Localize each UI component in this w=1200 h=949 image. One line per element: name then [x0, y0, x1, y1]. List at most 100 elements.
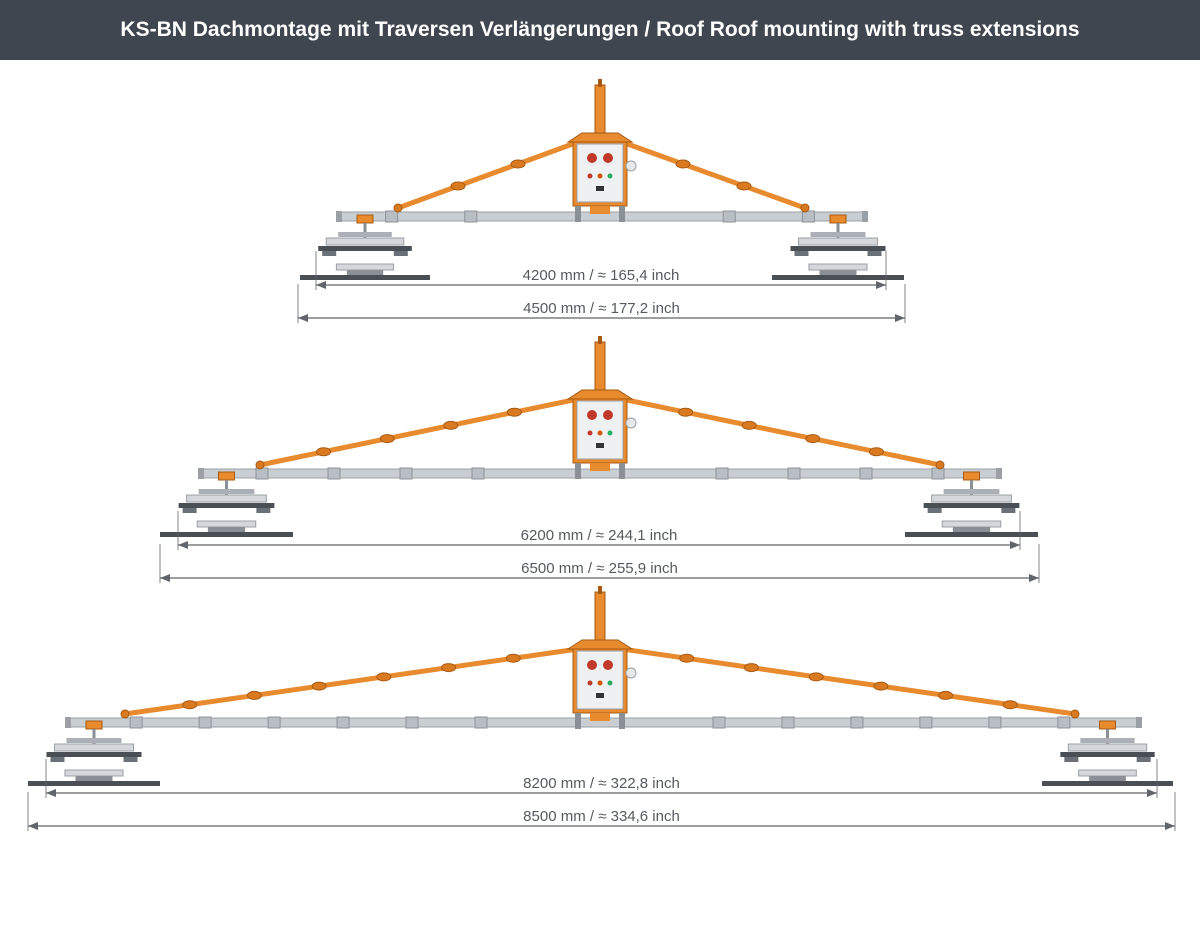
- strut-coupling-right: [678, 407, 694, 417]
- lifting-column: [594, 591, 606, 641]
- beam-joint-left: [405, 716, 419, 729]
- left-pad-frame-upper: [325, 237, 405, 246]
- left-pad-bracket-lower: [207, 527, 246, 532]
- strut-coupling-right: [675, 159, 691, 169]
- left-suction-pad-upper: [318, 246, 412, 251]
- page-title: KS-BN Dachmontage mit Traversen Verlänge…: [0, 0, 1200, 60]
- beam-joint-left: [129, 716, 143, 729]
- strut-coupling-left: [505, 653, 521, 663]
- strut-coupling-right: [873, 681, 889, 691]
- left-suction-pad-lower: [28, 781, 160, 786]
- control-box: [576, 400, 624, 460]
- strut-coupling-left: [443, 420, 459, 430]
- right-suction-pad-lower: [772, 275, 904, 280]
- strut-foot-right: [800, 203, 810, 213]
- valve-icon: [625, 667, 637, 679]
- left-pad-bracket-upper: [198, 489, 255, 494]
- outer-dimension-label: 8500 mm / ≈ 334,6 inch: [523, 808, 680, 825]
- left-pad-frame-upper: [53, 743, 135, 752]
- strut-coupling-right: [736, 181, 752, 191]
- strut-coupling-right: [805, 434, 821, 444]
- beam-joint-left: [267, 716, 281, 729]
- inner-dimension-label: 4200 mm / ≈ 165,4 inch: [523, 267, 680, 284]
- beam-joint-left: [474, 716, 488, 729]
- strut-coupling-right: [938, 690, 954, 700]
- switch-icon: [596, 443, 604, 448]
- strut-coupling-right: [1002, 700, 1018, 710]
- right-suction-pad-lower: [1042, 781, 1173, 786]
- lifting-column: [594, 84, 606, 134]
- beam-joint-right: [722, 210, 736, 223]
- right-pad-frame-upper: [1067, 743, 1148, 752]
- beam-joint-left: [255, 467, 269, 480]
- box-leg-right: [619, 713, 625, 729]
- strut-coupling-left: [246, 690, 262, 700]
- lifting-eye: [598, 586, 602, 594]
- right-pad-bracket-lower: [952, 527, 991, 532]
- beam-joint-right: [919, 716, 933, 729]
- beam-joint-right: [801, 210, 815, 223]
- valve-icon: [625, 160, 637, 172]
- switch-icon: [596, 693, 604, 698]
- indicator-green-icon: [607, 430, 613, 436]
- gauge-left-icon: [587, 410, 597, 420]
- pad-holder-left: [218, 471, 235, 481]
- gauge-left-icon: [587, 660, 597, 670]
- pad-holder-right: [1099, 720, 1116, 730]
- lifting-eye: [598, 336, 602, 344]
- strut-coupling-left: [510, 159, 526, 169]
- left-pad-foot-a: [182, 508, 197, 513]
- gauge-left-icon: [587, 153, 597, 163]
- beam-end-right: [1136, 717, 1142, 728]
- indicator-green-icon: [607, 173, 613, 179]
- lifting-eye: [598, 79, 602, 87]
- left-suction-pad-lower: [300, 275, 430, 280]
- pad-holder-right: [829, 214, 847, 224]
- right-pad-frame-lower: [1078, 769, 1137, 777]
- strut-coupling-right: [743, 663, 759, 673]
- beam-joint-right: [787, 467, 801, 480]
- beam-joint-left: [385, 210, 399, 223]
- left-suction-pad-upper: [46, 752, 142, 757]
- indicator-red-icon: [587, 430, 593, 436]
- gauge-right-icon: [603, 660, 613, 670]
- beam-end-left: [336, 211, 342, 222]
- beam-joint-left: [198, 716, 212, 729]
- valve-icon: [625, 417, 637, 429]
- inner-dimension-label: 8200 mm / ≈ 322,8 inch: [523, 775, 680, 792]
- strut-right: [619, 139, 808, 211]
- beam-joint-right: [715, 467, 729, 480]
- indicator-orange-icon: [597, 680, 603, 686]
- beam-end-right: [996, 468, 1002, 479]
- right-pad-foot-b: [1136, 757, 1151, 762]
- left-pad-frame-upper: [186, 494, 267, 503]
- strut-coupling-right: [679, 653, 695, 663]
- indicator-orange-icon: [597, 430, 603, 436]
- strut-coupling-right: [808, 672, 824, 682]
- strut-coupling-left: [311, 681, 327, 691]
- left-pad-bracket-upper: [66, 738, 122, 743]
- strut-foot-left: [393, 203, 403, 213]
- left-suction-pad-upper: [178, 503, 275, 508]
- left-pad-foot-b: [123, 757, 138, 762]
- indicator-green-icon: [607, 680, 613, 686]
- gauge-right-icon: [603, 410, 613, 420]
- right-pad-foot-a: [927, 508, 942, 513]
- right-suction-pad-upper: [790, 246, 886, 251]
- beam-joint-left: [464, 210, 478, 223]
- right-pad-foot-a: [1064, 757, 1079, 762]
- control-box: [576, 650, 624, 710]
- right-pad-bracket-upper: [943, 489, 1000, 494]
- inner-dimension-label: 6200 mm / ≈ 244,1 inch: [521, 527, 678, 544]
- left-pad-foot-a: [322, 251, 337, 256]
- strut-right: [619, 646, 1078, 717]
- right-suction-pad-upper: [923, 503, 1020, 508]
- right-pad-bracket-upper: [810, 232, 866, 237]
- left-pad-foot-a: [50, 757, 65, 762]
- box-base: [590, 206, 610, 214]
- strut-foot-left: [120, 709, 130, 719]
- strut-coupling-left: [316, 447, 332, 457]
- box-leg-left: [575, 713, 581, 729]
- beam-joint-right: [781, 716, 795, 729]
- strut-coupling-left: [379, 434, 395, 444]
